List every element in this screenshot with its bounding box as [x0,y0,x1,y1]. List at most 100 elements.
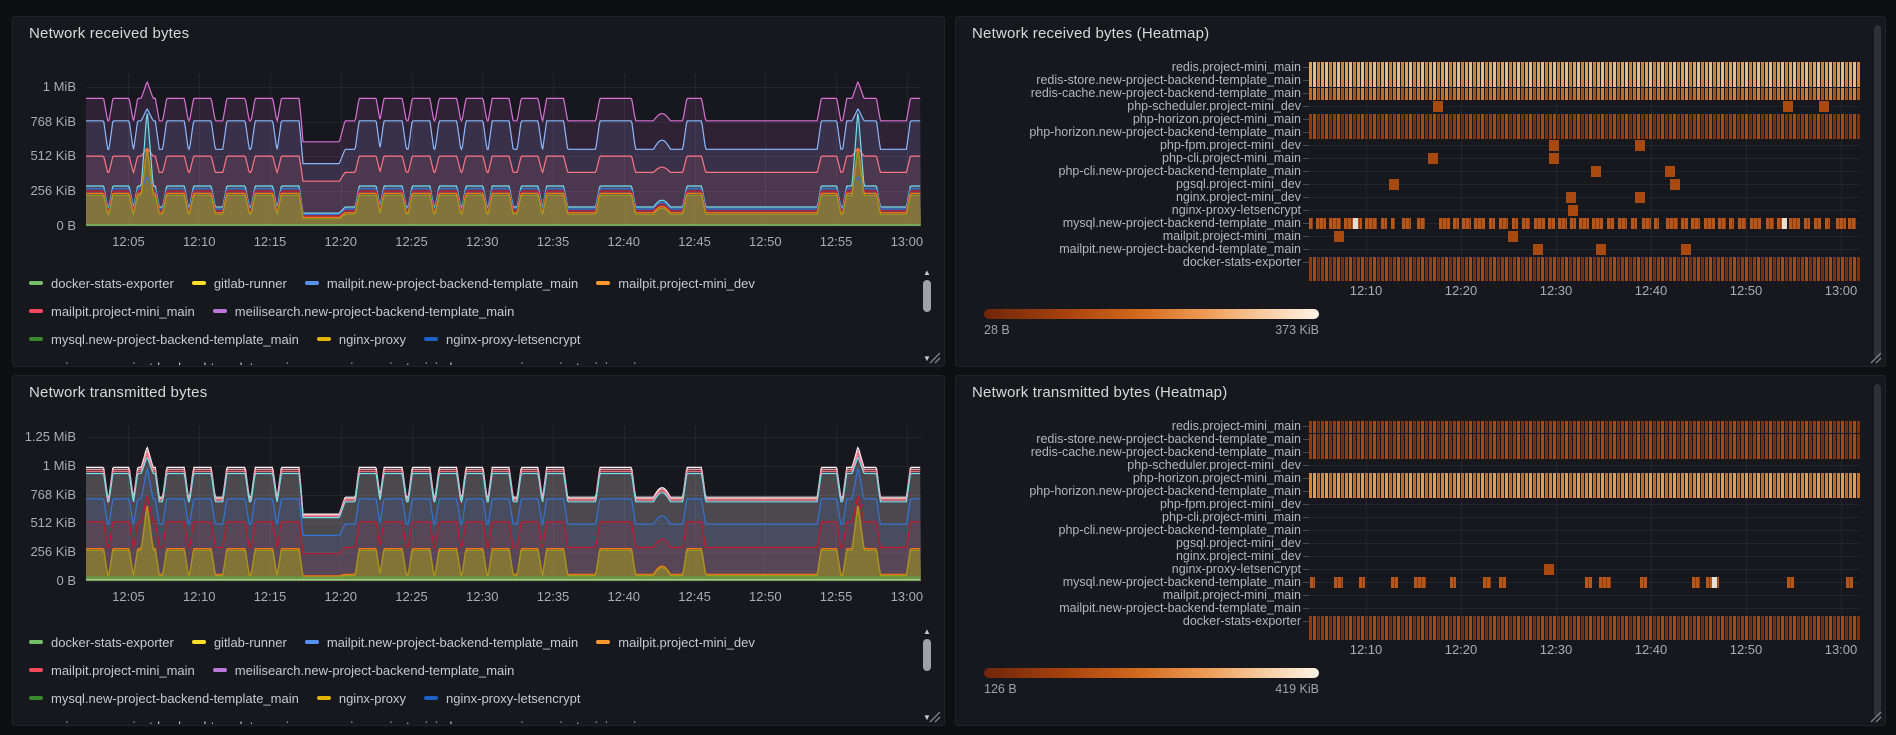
legend-scrollbar[interactable]: ▲ ▼ [922,269,932,363]
panel-network-transmitted-bytes: Network transmitted bytes 1.25 MiB 1 MiB 7… [12,375,945,726]
legend-item[interactable]: nginx-proxy-letsencrypt [424,691,580,706]
row-baseline [1309,530,1860,531]
heatmap-row-label: php-horizon.new-project-backend-template… [1029,126,1301,139]
legend-series-label: mailpit.new-project-backend-template_mai… [326,275,579,291]
heatmap-cell-group [1717,218,1726,229]
legend-item[interactable]: nginx-proxy [316,691,406,706]
heatmap-cell-group [1728,218,1735,229]
legend-item[interactable]: nginx.new-project-backend-template_main [29,360,296,366]
panel-title[interactable]: Network received bytes [29,25,190,42]
legend-series-label: meilisearch.new-project-backend-template… [234,662,515,678]
heatmap-band [1309,473,1860,498]
legend-item[interactable]: nginx-proxy [316,332,406,347]
legend-item[interactable]: nginx.project-mini_dev [314,360,466,366]
heatmap-cell-group [1803,218,1811,229]
legend-item[interactable]: gitlab-runner [191,635,287,650]
x-axis-tick-label: 12:10 [1349,642,1383,657]
color-scale-min: 28 B [984,323,1010,337]
legend-series-label: mailpit.new-project-backend-template_mai… [326,634,579,650]
heatmap-row-label: nginx-proxy-letsencrypt [1171,563,1301,576]
gridline [86,523,921,525]
panel-resize-handle[interactable] [928,351,941,364]
x-axis-tick-label: 12:05 [112,234,145,249]
heatmap-cell [1427,153,1438,164]
legend-item[interactable]: nginx.new-project-backend-template_main [29,719,296,725]
legend-series-label: nginx-proxy-letsencrypt [446,331,581,347]
panel-title[interactable]: Network transmitted bytes [29,384,208,401]
legend-row: mysql.new-project-backend-template_main n… [29,325,916,353]
scrollbar-thumb[interactable] [923,639,931,671]
color-scale-max: 373 KiB [1275,323,1319,337]
scroll-down-icon[interactable]: ▼ [923,354,931,363]
legend-series-label: docker-stats-exporter [51,275,174,291]
legend-item[interactable]: mailpit.project-mini_main [29,663,195,678]
y-axis-tick-label: 1.25 MiB [24,429,76,445]
panel-scrollbar[interactable] [1874,384,1881,717]
legend-item[interactable]: gitlab-runner [191,276,287,291]
heatmap-cell [1711,577,1717,588]
panel-resize-handle[interactable] [1869,351,1882,364]
legend-item[interactable]: mailpit.project-mini_dev [596,276,755,291]
heatmap-cell-group [1315,218,1326,229]
time-series-plot[interactable]: 1.25 MiB 1 MiB 768 KiB 512 KiB 256 KiB 0 B 12:… [13,376,944,725]
heatmap-cell [1634,140,1645,151]
gridline [86,437,921,439]
heatmap-plot[interactable]: redis.project-mini_main redis-store.new-p… [956,376,1885,725]
legend-series-color [316,337,331,341]
resize-grip-icon [929,352,941,364]
heatmap-cell [1590,166,1601,177]
row-baseline [1309,608,1860,609]
scroll-down-icon[interactable]: ▼ [923,713,931,722]
panel-scrollbar[interactable] [1874,25,1881,358]
row-baseline [1309,145,1860,146]
x-axis-tick-label: 12:25 [395,234,428,249]
legend-item[interactable]: mailpit.new-project-backend-template_mai… [304,634,579,650]
legend-item[interactable]: nginx.project-mini_dev [314,719,466,725]
legend-item[interactable]: mysql.new-project-backend-template_main [29,691,299,706]
color-scale-max: 419 KiB [1275,682,1319,696]
legend-series-label: nginx.new-project-backend-template_main [51,360,296,366]
legend-item[interactable]: meilisearch.new-project-backend-template… [212,662,515,678]
heatmap-cell [1389,179,1400,190]
legend-item[interactable]: nginx.project-mini_main [484,360,643,366]
legend-scrollbar[interactable]: ▲ ▼ [922,628,932,722]
heatmap-plot[interactable]: redis.project-mini_main redis-store.new-p… [956,17,1885,366]
x-axis-tick-label: 12:30 [1539,642,1573,657]
x-axis-tick-label: 13:00 [1824,283,1858,298]
scrollbar-thumb[interactable] [923,280,931,312]
heatmap-cell [1634,192,1645,203]
legend-item[interactable]: nginx-proxy-letsencrypt [424,332,580,347]
legend-item[interactable]: mailpit.new-project-backend-template_mai… [304,275,579,291]
gridline [836,73,838,226]
panel-resize-handle[interactable] [1869,710,1882,723]
panel-resize-handle[interactable] [928,710,941,723]
heatmap-cell-group [1413,577,1426,588]
row-tick [1303,621,1309,622]
panel-title[interactable]: Network transmitted bytes (Heatmap) [972,384,1228,401]
legend-item[interactable]: meilisearch.new-project-backend-template… [212,304,514,319]
heatmap-cell-group [1488,218,1496,229]
heatmap-cell-group [1578,218,1589,229]
legend-item[interactable]: nginx.project-mini_main [484,719,643,725]
time-series-plot[interactable]: 1 MiB 768 KiB 512 KiB 256 KiB 0 B 12:05 12:10 1… [13,17,944,366]
legend-row: nginx.new-project-backend-template_main n… [29,353,916,366]
row-tick [1303,517,1309,518]
legend-item[interactable]: docker-stats-exporter [29,276,174,291]
heatmap-band [1309,616,1860,640]
row-tick [1303,543,1309,544]
legend-item[interactable]: mailpit.project-mini_main [29,304,195,319]
scroll-up-icon[interactable]: ▲ [923,268,931,277]
heatmap-cell-group [1328,218,1341,229]
row-tick [1303,452,1309,453]
panel-title[interactable]: Network received bytes (Heatmap) [972,25,1210,42]
legend-item[interactable]: mailpit.project-mini_dev [596,635,755,650]
heatmap-row-label: php-cli.new-project-backend-template_mai… [1058,165,1301,178]
legend-item[interactable]: mysql.new-project-backend-template_main [29,332,299,347]
legend-item[interactable]: docker-stats-exporter [29,635,174,650]
scroll-up-icon[interactable]: ▲ [923,627,931,636]
heatmap-cell [1543,564,1554,575]
gridline [128,73,130,226]
gridline [1461,61,1462,269]
x-axis-tick-label: 12:10 [182,234,216,249]
row-baseline [1309,595,1860,596]
